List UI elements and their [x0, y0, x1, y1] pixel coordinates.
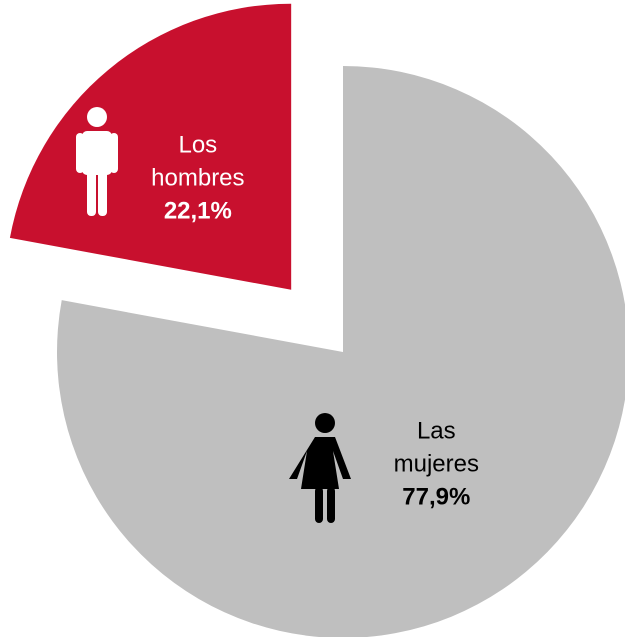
woman-icon [289, 413, 351, 523]
category-label: Los hombres [151, 131, 245, 192]
pie-slice [57, 66, 625, 637]
category-label: Las mujeres [393, 417, 479, 478]
slice-label: Los hombres 22,1% [138, 128, 258, 227]
value-label: 22,1% [163, 197, 232, 225]
slice-label: Las mujeres 77,9% [376, 415, 496, 514]
value-label: 77,9% [402, 483, 471, 511]
man-icon [76, 107, 118, 216]
pie-slice [9, 3, 292, 290]
